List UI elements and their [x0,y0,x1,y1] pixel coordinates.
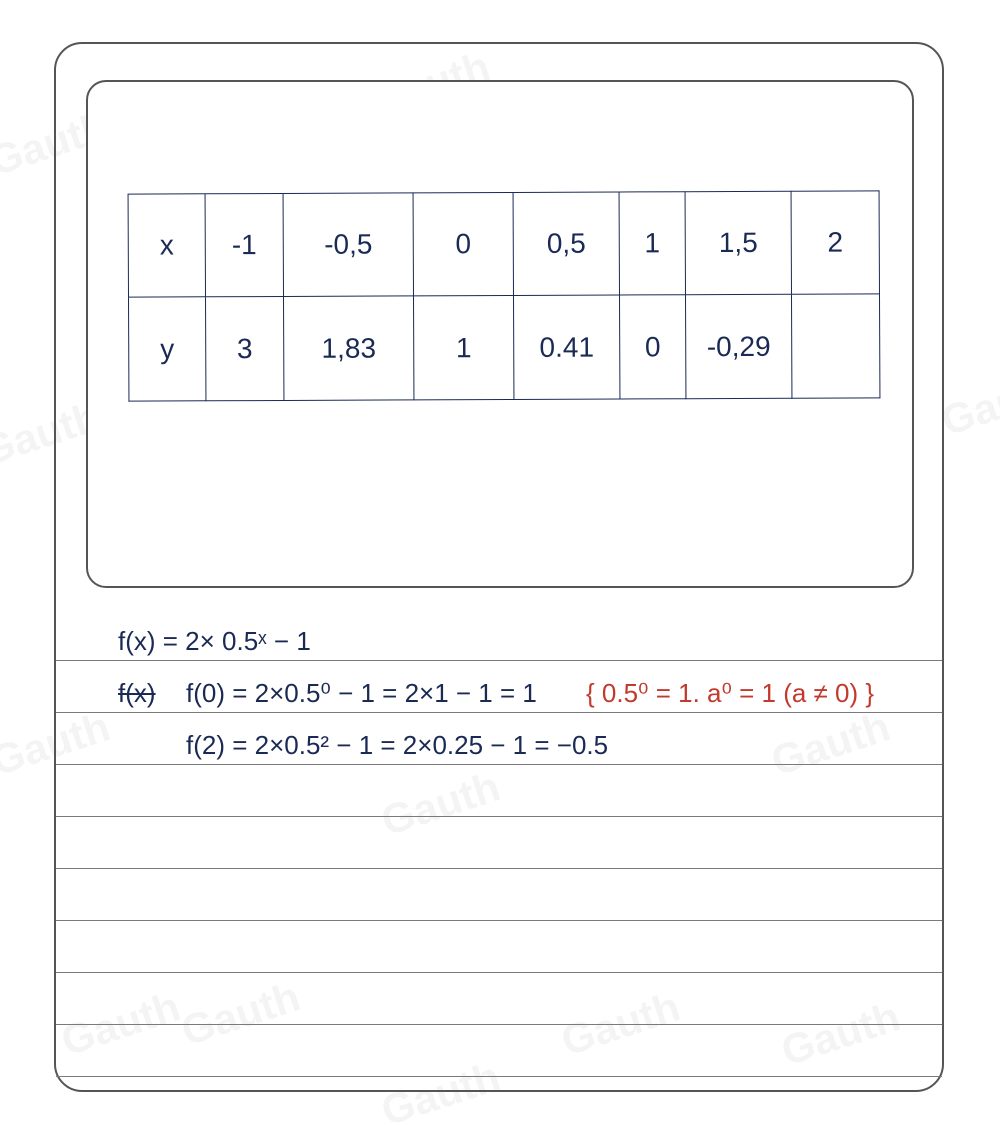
td: -1 [206,193,284,297]
th-x: x [128,193,206,297]
rule-line [56,816,942,869]
table-row: y 3 1,83 1 0.41 0 -0,29 [128,294,880,401]
lined-paper: f(x) = 2× 0.5ˣ − 1 f(x) f(0) = 2×0.5⁰ − … [56,608,942,1088]
rule-line [56,1024,942,1077]
td: 1 [620,191,686,295]
td: -0,5 [284,192,414,297]
td: 2 [792,190,880,294]
watermark: Gauth [936,362,1000,445]
td: 1,5 [686,191,792,295]
note-rule-red: { 0.5⁰ = 1. a⁰ = 1 (a ≠ 0) } [586,678,874,709]
td [792,294,880,398]
table-row: x -1 -0,5 0 0,5 1 1,5 2 [128,190,880,297]
rule-line [56,920,942,973]
rule-line [56,972,942,1025]
note-struck: f(x) [118,678,156,709]
rule-line [56,764,942,817]
td: 1 [414,296,514,400]
th-y: y [128,297,206,401]
td: 1,83 [284,296,414,401]
note-f2: f(2) = 2×0.5² − 1 = 2×0.25 − 1 = −0.5 [186,730,608,761]
note-f0: f(0) = 2×0.5⁰ − 1 = 2×1 − 1 = 1 [186,678,537,709]
rule-line [56,868,942,921]
td: 0.41 [514,295,620,399]
td: 0 [414,192,514,296]
xy-table: x -1 -0,5 0 0,5 1 1,5 2 y 3 1,83 1 0.41 … [128,190,881,401]
td: 0,5 [514,191,620,295]
td: -0,29 [686,295,792,399]
td: 3 [206,297,284,401]
note-fx-def: f(x) = 2× 0.5ˣ − 1 [118,626,311,657]
td: 0 [620,295,686,399]
